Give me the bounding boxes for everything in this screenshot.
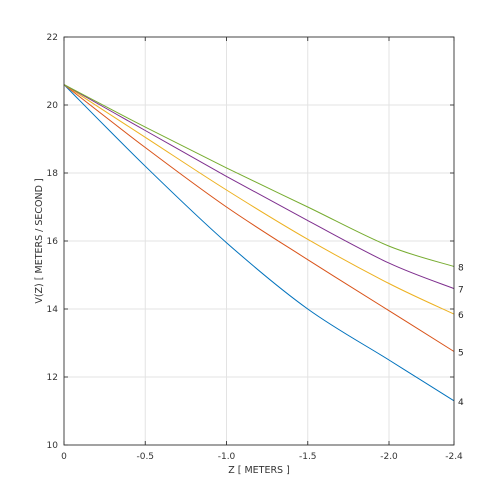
y-tick-label: 22 (47, 33, 58, 43)
x-tick-label: -2.0 (380, 452, 398, 462)
x-tick-label: 0 (61, 452, 67, 462)
series-label-5: 5 (458, 349, 464, 359)
x-axis-title: Z [ METERS ] (228, 465, 290, 476)
series-line-7 (63, 84, 455, 290)
y-tick-label: 12 (47, 373, 58, 383)
plot-lines (63, 84, 455, 402)
series-labels: 4 5 6 7 8 (458, 264, 464, 408)
series-line-6 (63, 84, 455, 315)
series-line-8 (63, 84, 455, 267)
ticks (63, 36, 455, 446)
series-label-7: 7 (458, 286, 464, 296)
y-tick-label: 10 (47, 441, 59, 451)
grid (63, 36, 455, 446)
y-tick-label: 16 (47, 237, 59, 247)
y-tick-label: 14 (47, 305, 59, 315)
series-label-4: 4 (458, 398, 464, 408)
series-line-4 (63, 84, 455, 402)
x-tick-label: -2.4 (445, 452, 463, 462)
y-axis-title: V(Z) [ METERS / SECOND ] (34, 178, 45, 303)
y-tick-label: 20 (47, 101, 59, 111)
series-label-6: 6 (458, 311, 464, 321)
x-tick-label: -1.0 (218, 452, 236, 462)
x-tick-label: -0.5 (136, 452, 154, 462)
y-tick-label: 18 (47, 169, 59, 179)
x-tick-label: -1.5 (299, 452, 317, 462)
series-line-5 (63, 84, 455, 352)
tick-labels: 0 -0.5 -1.0 -1.5 -2.0 -2.4 10 12 14 16 18 20 22 (47, 33, 464, 462)
series-label-8: 8 (458, 264, 464, 274)
